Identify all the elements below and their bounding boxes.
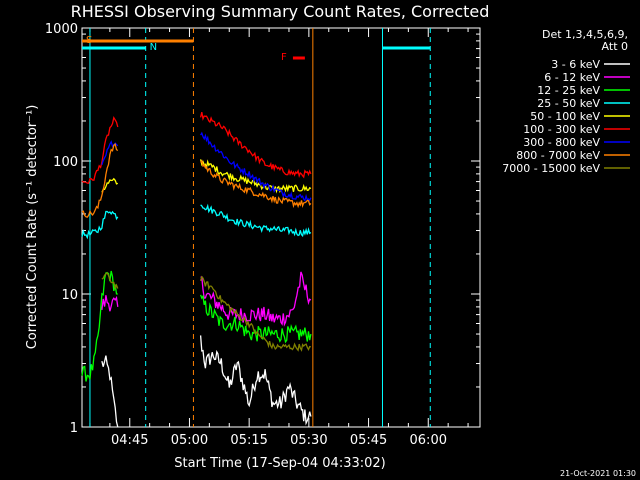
x-tick-label: 04:45: [111, 433, 148, 448]
y-axis-label: Corrected Count Rate (s⁻¹ detector⁻¹): [25, 105, 40, 350]
series-line: [199, 111, 312, 179]
series-line: [81, 210, 119, 240]
legend-label: 25 - 50 keV: [537, 97, 600, 110]
series-line: [101, 355, 119, 428]
legend-label: 100 - 300 keV: [523, 123, 600, 136]
series-line: [199, 159, 312, 194]
legend-label: 12 - 25 keV: [537, 84, 600, 97]
series-line: [81, 270, 118, 382]
x-tick-label: 05:00: [171, 433, 208, 448]
series-line: [101, 177, 119, 193]
y-tick-label: 100: [53, 155, 78, 170]
y-tick-label: 10: [61, 288, 78, 303]
series-line: [81, 116, 119, 184]
series-line: [199, 294, 312, 344]
series-line: [200, 159, 312, 209]
x-tick-label: 05:15: [230, 433, 267, 448]
legend-label: 300 - 800 keV: [523, 136, 600, 149]
y-tick-label: 1: [70, 421, 78, 436]
footer-date: 21-Oct-2021 01:30: [560, 469, 636, 478]
series-line: [101, 295, 119, 312]
legend-label: 6 - 12 keV: [544, 71, 600, 84]
series-line: [81, 143, 119, 218]
legend-label: 50 - 100 keV: [530, 110, 600, 123]
x-tick-label: 05:30: [290, 433, 327, 448]
x-tick-label: 05:45: [350, 433, 387, 448]
overlays: S N F: [82, 28, 431, 427]
x-tick-label: 06:00: [410, 433, 447, 448]
flag-label: S: [86, 35, 92, 46]
plot-frame: [81, 27, 481, 428]
series-group: [81, 111, 312, 428]
legend-header: Det 1,3,4,5,6,9,: [542, 28, 628, 41]
flag-label: F: [281, 52, 287, 63]
series-line: [101, 271, 119, 291]
flag-label: N: [150, 42, 157, 53]
legend-header: Att 0: [602, 40, 628, 53]
series-line: [200, 271, 312, 327]
y-tick-label: 1000: [45, 22, 78, 37]
series-line: [101, 140, 119, 165]
plot-axes: 1 10 100 1000 04:45 05:00 05:15 05:30 05:45 06:00: [45, 22, 481, 448]
legend-label: 7000 - 15000 keV: [502, 162, 600, 175]
x-axis-label: Start Time (17-Sep-04 04:33:02): [174, 456, 385, 471]
series-line: [200, 131, 312, 202]
legend-label: 800 - 7000 keV: [516, 149, 600, 162]
chart-title: RHESSI Observing Summary Count Rates, Co…: [71, 2, 490, 21]
legend-label: 3 - 6 keV: [551, 58, 600, 71]
series-line: [199, 275, 312, 352]
series-line: [200, 203, 312, 238]
series-line: [199, 335, 312, 426]
